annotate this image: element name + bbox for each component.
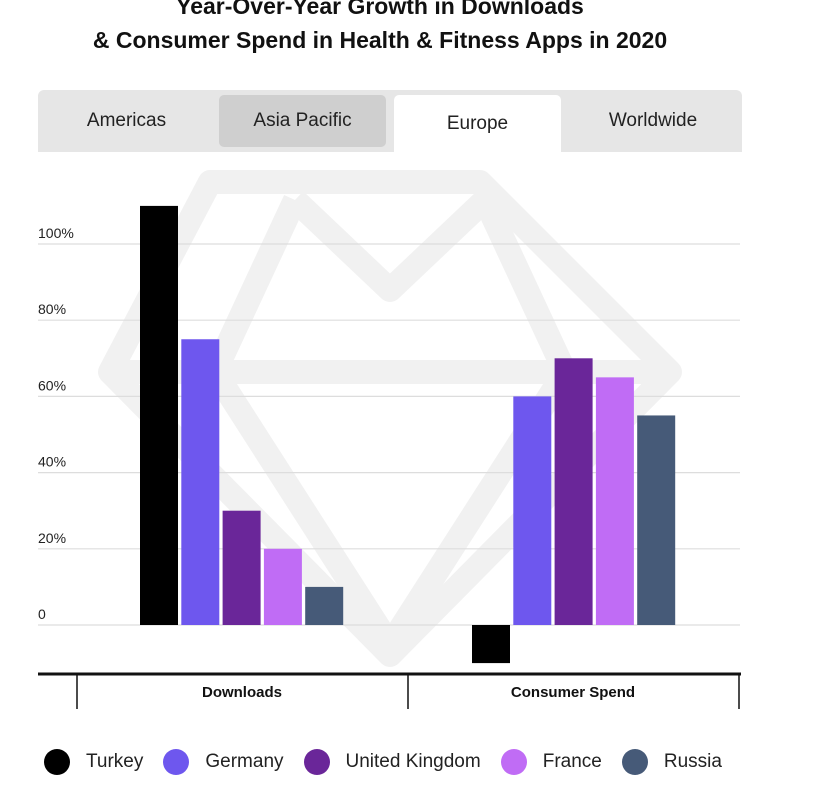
tab-asia-pacific[interactable]: Asia Pacific <box>219 95 386 147</box>
y-tick-label: 80% <box>38 301 66 317</box>
y-tick-label: 60% <box>38 377 66 393</box>
y-tick-label: 20% <box>38 530 66 546</box>
bar-russia[interactable] <box>637 415 676 625</box>
bar-turkey[interactable] <box>140 205 178 625</box>
legend-item[interactable]: Russia <box>621 749 722 775</box>
chart-title-line2: & Consumer Spend in Health & Fitness App… <box>92 27 668 53</box>
legend-label: Germany <box>205 751 284 772</box>
legend-swatch <box>621 749 648 775</box>
bar-france[interactable] <box>263 548 302 625</box>
bar-germany[interactable] <box>513 396 552 625</box>
legend-swatch <box>44 749 70 775</box>
region-tabs: Americas Asia Pacific Europe Worldwide <box>38 90 742 152</box>
y-tick-label: 100% <box>38 225 74 241</box>
tab-americas[interactable]: Americas <box>86 110 167 131</box>
legend: Turkey Germany United Kingdom France Russia <box>44 745 742 779</box>
tab-worldwide[interactable]: Worldwide <box>608 110 698 131</box>
bar-united-kingdom[interactable] <box>222 510 261 625</box>
legend-swatch <box>163 749 190 775</box>
legend-item[interactable]: France <box>500 749 602 775</box>
bar-germany[interactable] <box>181 339 220 625</box>
legend-swatch <box>303 749 330 775</box>
tab-europe[interactable]: Europe <box>394 95 561 152</box>
legend-item[interactable]: United Kingdom <box>303 749 481 775</box>
legend-item[interactable]: Turkey <box>44 749 143 775</box>
bar-france[interactable] <box>595 377 634 625</box>
y-tick-label: 0 <box>38 606 46 622</box>
bar-turkey[interactable] <box>472 625 510 664</box>
x-category-label: Downloads <box>202 684 282 701</box>
legend-label: Russia <box>663 751 722 772</box>
y-tick-label: 40% <box>38 454 66 470</box>
legend-item[interactable]: Germany <box>163 749 284 775</box>
bar-united-kingdom[interactable] <box>554 358 593 625</box>
x-category-label: Consumer Spend <box>511 684 635 701</box>
legend-swatch <box>500 749 527 775</box>
bar-russia[interactable] <box>305 586 344 625</box>
legend-label: Turkey <box>86 751 144 772</box>
legend-label: France <box>542 751 602 772</box>
legend-label: United Kingdom <box>345 751 481 772</box>
chart-title-line1: Year-Over-Year Growth in Downloads <box>176 0 584 19</box>
